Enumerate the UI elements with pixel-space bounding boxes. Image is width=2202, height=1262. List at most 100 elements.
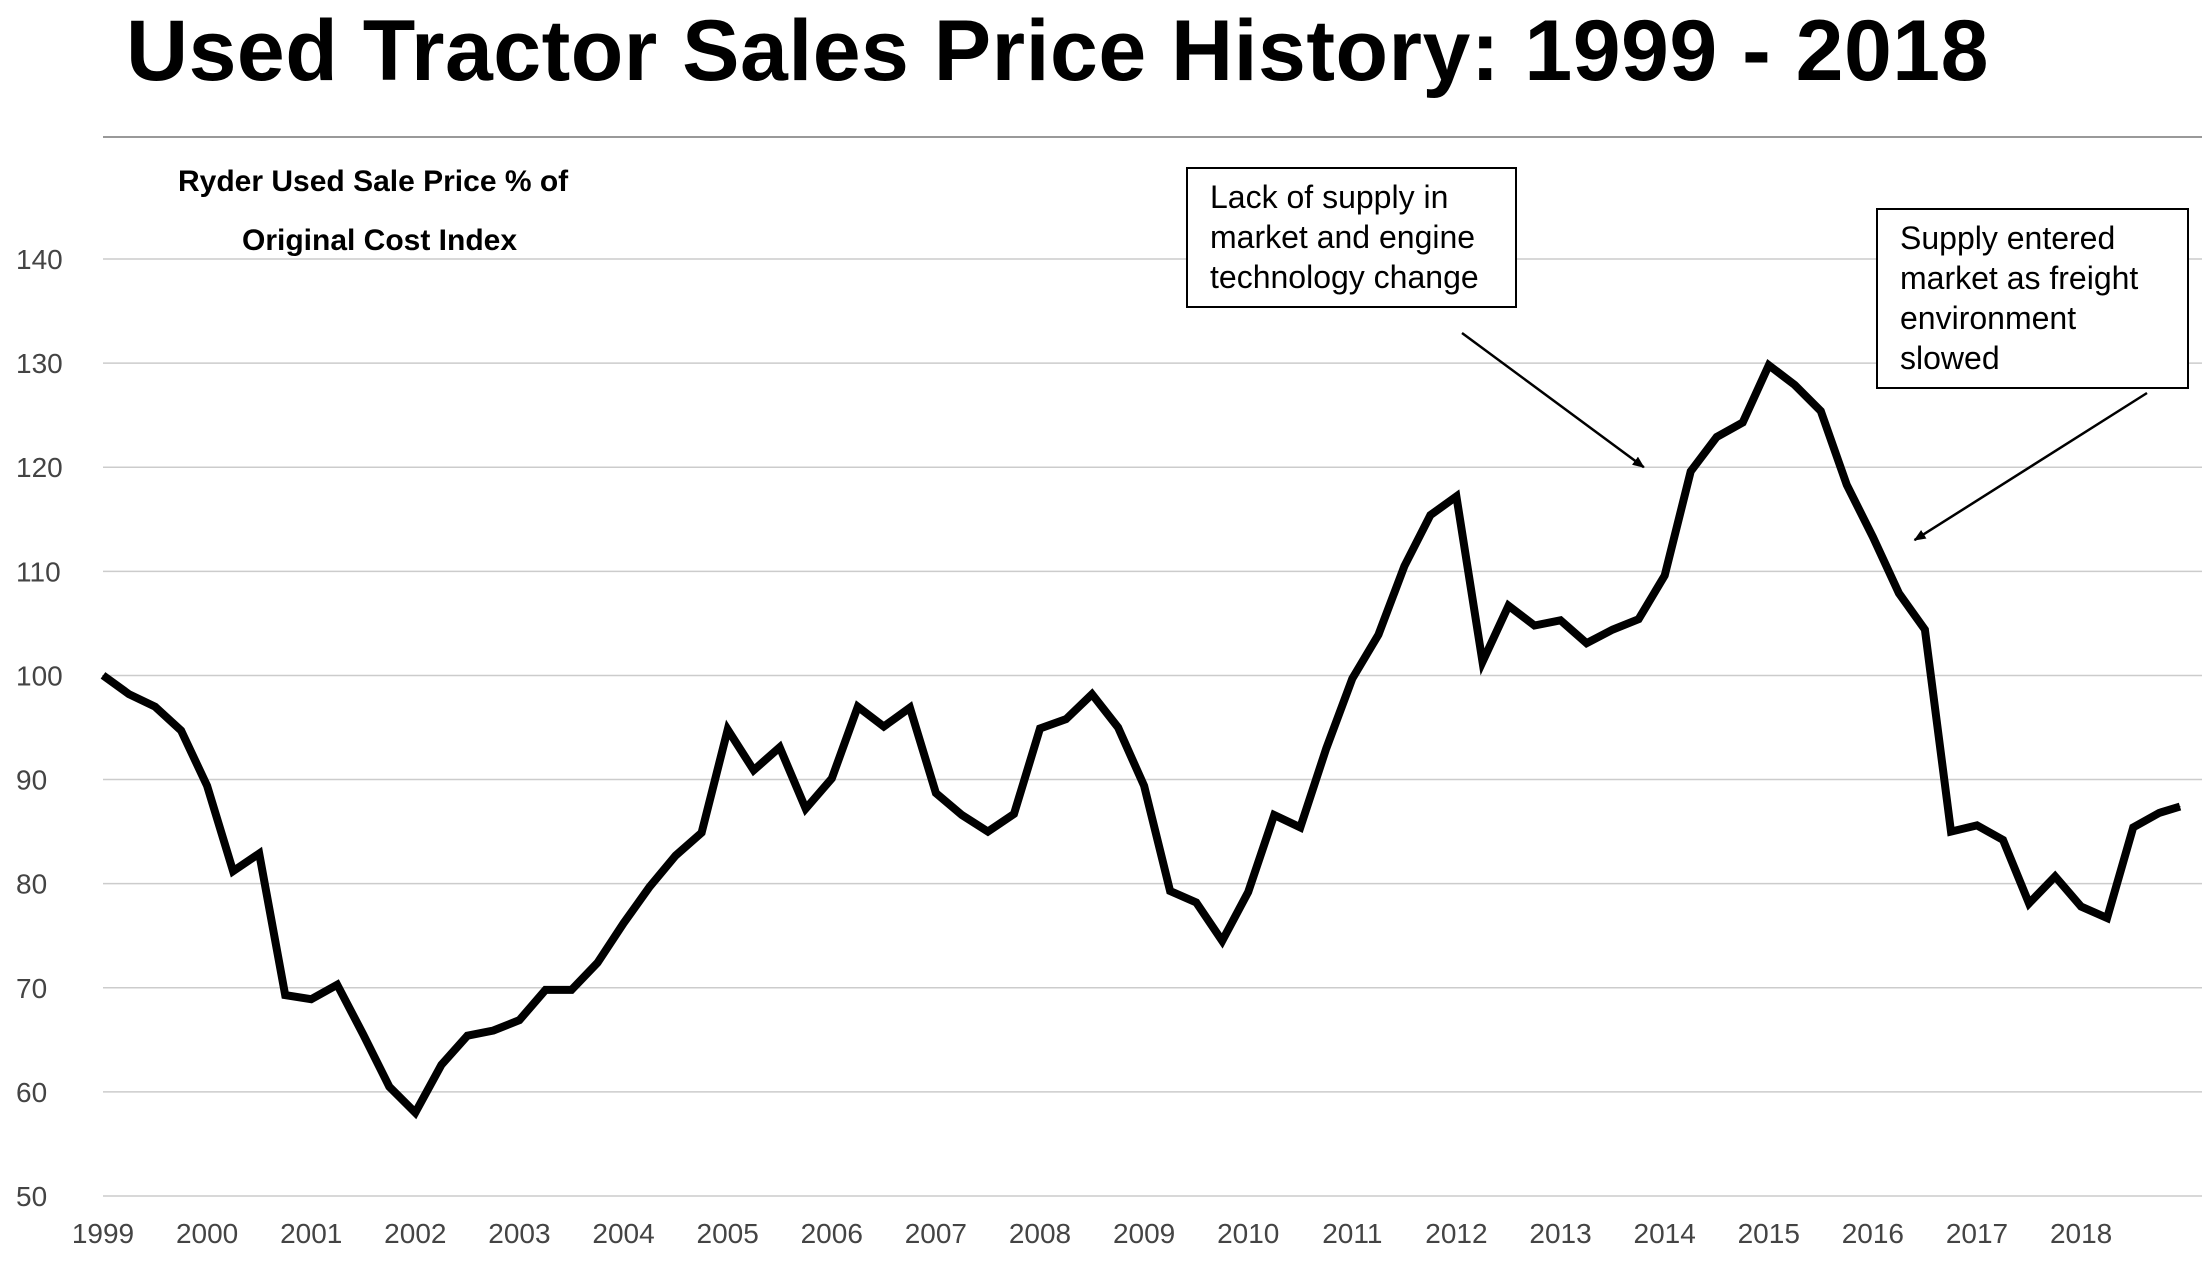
y-axis-ticks: 50 60 70 80 90 100 110 120 130 140 <box>16 244 63 1212</box>
x-tick-label: 2000 <box>176 1218 238 1249</box>
y-tick-label: 50 <box>16 1181 47 1212</box>
data-point <box>779 746 781 748</box>
data-point <box>883 725 885 727</box>
y-tick-label: 70 <box>16 973 47 1004</box>
x-tick-label: 2005 <box>697 1218 759 1249</box>
x-tick-label: 1999 <box>72 1218 134 1249</box>
data-point <box>1768 364 1770 366</box>
data-point <box>1742 421 1744 423</box>
data-point <box>1273 814 1275 816</box>
x-tick-label: 2002 <box>384 1218 446 1249</box>
y-tick-label: 90 <box>16 765 47 796</box>
data-point <box>154 706 156 708</box>
data-point <box>1039 728 1041 730</box>
data-point <box>102 674 104 676</box>
data-point <box>284 994 286 996</box>
data-point <box>1534 624 1536 626</box>
x-tick-label: 2001 <box>280 1218 342 1249</box>
x-tick-label: 2013 <box>1529 1218 1591 1249</box>
data-point <box>1351 678 1353 680</box>
data-point <box>180 730 182 732</box>
x-tick-label: 2008 <box>1009 1218 1071 1249</box>
annotation-line: Supply entered <box>1900 220 2116 256</box>
data-point <box>2028 902 2030 904</box>
page-title: Used Tractor Sales Price History: 1999 -… <box>126 3 1989 99</box>
data-point <box>727 729 729 731</box>
data-point <box>1143 785 1145 787</box>
title-divider <box>103 136 2202 138</box>
x-axis-ticks: 1999 2000 2001 2002 2003 2004 2005 2006 2007 2008… <box>72 1218 2112 1249</box>
annotation-line: market as freight <box>1900 260 2139 296</box>
data-point <box>336 984 338 986</box>
data-point <box>1377 634 1379 636</box>
data-point <box>1794 384 1796 386</box>
x-tick-label: 2012 <box>1425 1218 1487 1249</box>
data-point <box>857 706 859 708</box>
chart-subtitle-line-1: Ryder Used Sale Price % of <box>178 165 569 198</box>
data-point <box>831 778 833 780</box>
data-point <box>1950 831 1952 833</box>
data-point <box>1299 826 1301 828</box>
data-point <box>1169 890 1171 892</box>
x-tick-label: 2007 <box>905 1218 967 1249</box>
x-tick-label: 2017 <box>1946 1218 2008 1249</box>
data-point <box>206 785 208 787</box>
y-tick-label: 80 <box>16 869 47 900</box>
data-point <box>570 989 572 991</box>
data-point <box>753 769 755 771</box>
y-tick-label: 60 <box>16 1077 47 1108</box>
data-point <box>1221 940 1223 942</box>
data-point <box>1091 693 1093 695</box>
data-point <box>310 998 312 1000</box>
data-point <box>388 1086 390 1088</box>
data-point <box>961 814 963 816</box>
data-point <box>597 962 599 964</box>
y-tick-label: 100 <box>16 660 63 691</box>
data-point <box>675 855 677 857</box>
y-tick-label: 120 <box>16 452 63 483</box>
data-point <box>1013 813 1015 815</box>
data-point <box>1638 618 1640 620</box>
series-line <box>100 358 2182 1120</box>
data-point <box>362 1034 364 1036</box>
data-point <box>1195 901 1197 903</box>
x-tick-label: 2010 <box>1217 1218 1279 1249</box>
data-point <box>1612 629 1614 631</box>
data-point <box>1247 891 1249 893</box>
data-point <box>909 707 911 709</box>
y-tick-label: 130 <box>16 348 63 379</box>
annotation-arrow <box>1461 331 1645 469</box>
data-point <box>2002 839 2004 841</box>
data-point <box>805 808 807 810</box>
data-point <box>1325 747 1327 749</box>
data-point <box>649 886 651 888</box>
data-point <box>1820 410 1822 412</box>
x-tick-label: 2016 <box>1842 1218 1904 1249</box>
data-point <box>1976 824 1978 826</box>
data-point <box>1586 642 1588 644</box>
annotation-line: slowed <box>1900 340 2000 376</box>
grid-lines <box>103 258 2202 1197</box>
annotation-line: Lack of supply in <box>1210 179 1449 215</box>
y-tick-label: 110 <box>16 556 61 587</box>
data-point <box>1924 629 1926 631</box>
x-tick-label: 2006 <box>801 1218 863 1249</box>
data-point <box>2132 826 2134 828</box>
data-point <box>987 831 989 833</box>
data-point <box>518 1019 520 1021</box>
data-point <box>258 852 260 854</box>
data-point <box>492 1029 494 1031</box>
annotation-line: environment <box>1900 300 2077 336</box>
data-point <box>1065 718 1067 720</box>
x-tick-label: 2018 <box>2050 1218 2112 1249</box>
data-point <box>1481 661 1483 663</box>
data-point <box>2080 906 2082 908</box>
data-point <box>2179 806 2181 808</box>
x-tick-label: 2014 <box>1634 1218 1696 1249</box>
x-tick-label: 2011 <box>1322 1218 1382 1249</box>
data-point <box>466 1035 468 1037</box>
annotation-line: technology change <box>1210 259 1479 295</box>
data-point <box>1560 619 1562 621</box>
data-point <box>1403 565 1405 567</box>
